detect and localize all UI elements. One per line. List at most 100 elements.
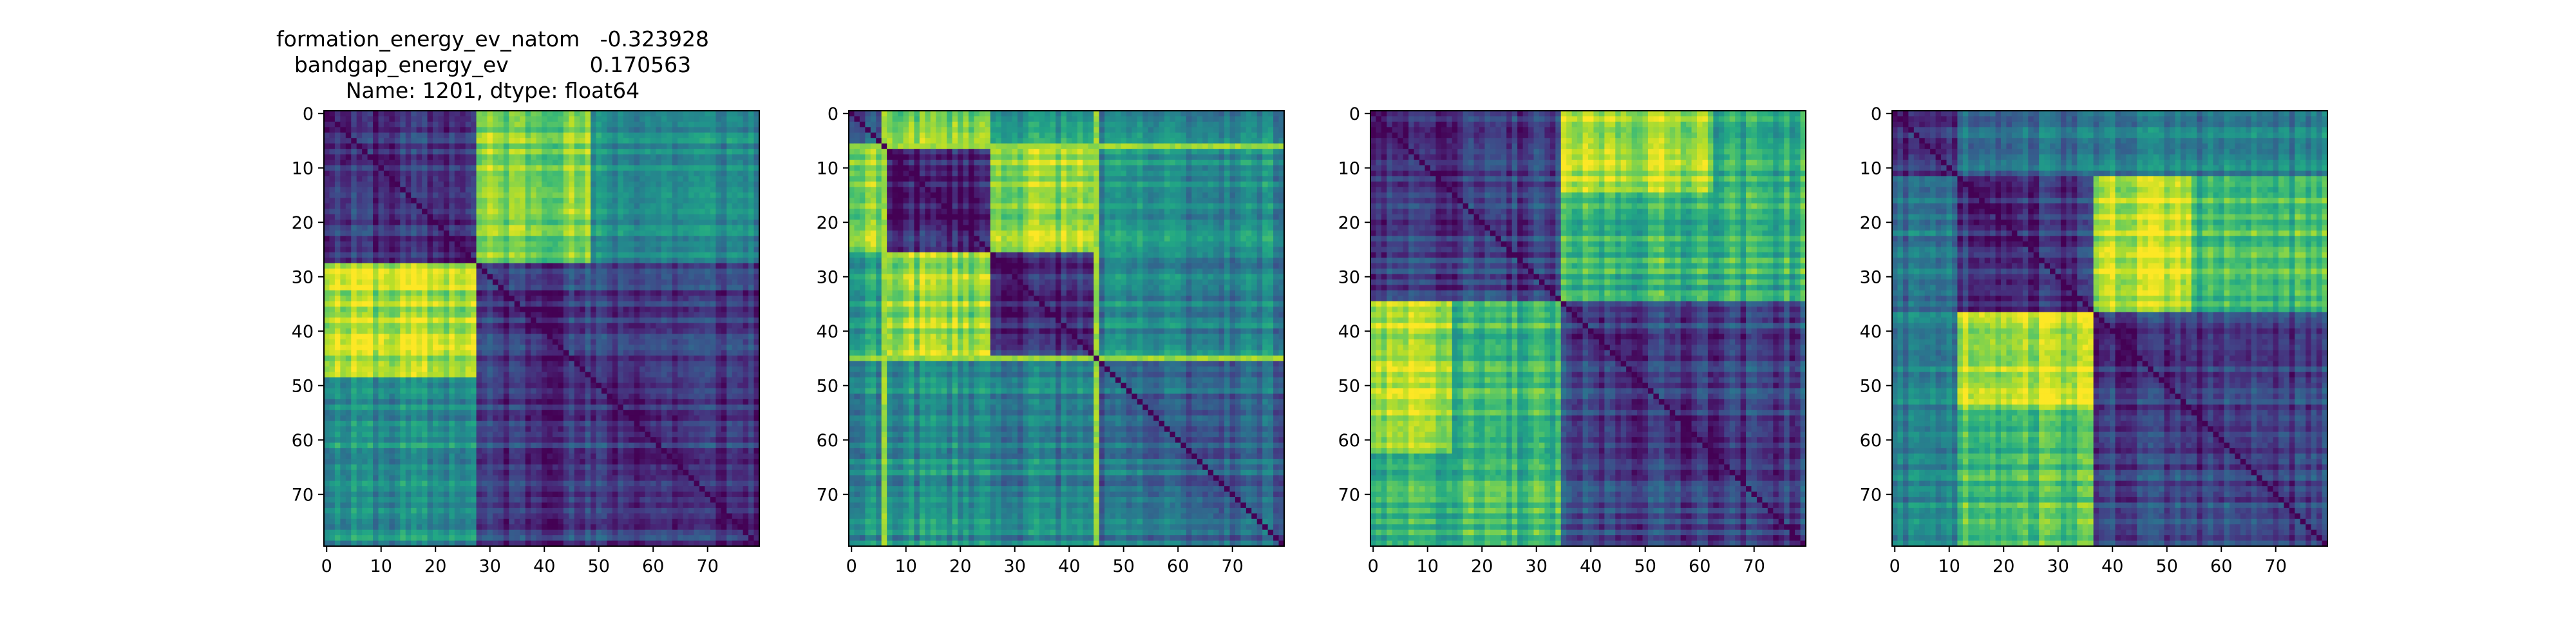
- heatmap-cell: [634, 214, 640, 220]
- heatmap-cell: [645, 187, 651, 193]
- heatmap-cell: [509, 269, 515, 275]
- heatmap-cell: [525, 355, 531, 362]
- heatmap-cell: [362, 236, 368, 242]
- heatmap-cell: [405, 339, 412, 345]
- heatmap-cell: [585, 296, 591, 302]
- heatmap-cell: [411, 165, 417, 171]
- heatmap-cell: [492, 431, 498, 438]
- heatmap-cell: [438, 383, 444, 389]
- heatmap-cell: [536, 127, 542, 133]
- heatmap-cell: [329, 258, 336, 264]
- heatmap-cell: [536, 366, 542, 373]
- heatmap-cell: [672, 170, 678, 176]
- heatmap-cell: [667, 165, 673, 171]
- heatmap-cell: [487, 176, 493, 182]
- heatmap-cell: [688, 285, 695, 291]
- heatmap-cell: [667, 377, 673, 384]
- heatmap-cell: [591, 269, 597, 275]
- heatmap-cell: [585, 263, 591, 269]
- heatmap-cell: [656, 339, 662, 345]
- heatmap-cell: [454, 127, 460, 133]
- heatmap-cell: [383, 328, 390, 335]
- heatmap-cell: [394, 339, 401, 345]
- heatmap-cell: [574, 366, 580, 373]
- heatmap-cell: [465, 312, 471, 318]
- heatmap-cell: [520, 383, 526, 389]
- heatmap-cell: [378, 279, 384, 285]
- heatmap-cell: [542, 345, 548, 351]
- heatmap-cell: [667, 366, 673, 373]
- heatmap-cell: [542, 334, 548, 340]
- heatmap-cell: [362, 431, 368, 438]
- heatmap-cell: [449, 323, 455, 329]
- heatmap-cell: [596, 328, 602, 335]
- heatmap-cell: [367, 220, 374, 226]
- heatmap-cell: [449, 252, 455, 258]
- heatmap-cell: [471, 279, 477, 285]
- heatmap-cell: [378, 214, 384, 220]
- heatmap-cell: [394, 236, 401, 242]
- heatmap-cell: [683, 263, 689, 269]
- heatmap-cell: [612, 154, 618, 160]
- heatmap-cell: [471, 121, 477, 128]
- heatmap-cell: [362, 116, 368, 122]
- heatmap-cell: [645, 225, 651, 231]
- heatmap-cell: [542, 415, 548, 422]
- heatmap-cell: [405, 160, 412, 166]
- heatmap-cell: [525, 258, 531, 264]
- heatmap-cell: [334, 176, 341, 182]
- heatmap-cell: [509, 307, 515, 313]
- heatmap-cell: [487, 372, 493, 378]
- heatmap-cell: [345, 203, 352, 209]
- heatmap-cell: [601, 334, 607, 340]
- heatmap-cell: [623, 399, 629, 405]
- heatmap-cell: [563, 176, 569, 182]
- heatmap-cell: [329, 328, 336, 335]
- heatmap-cell: [449, 366, 455, 373]
- heatmap-cell: [656, 187, 662, 193]
- heatmap-cell: [596, 154, 602, 160]
- heatmap-cell: [378, 307, 384, 313]
- heatmap-cell: [667, 116, 673, 122]
- heatmap-cell: [569, 383, 575, 389]
- heatmap-cell: [743, 366, 749, 373]
- heatmap-cell: [443, 252, 450, 258]
- heatmap-cell: [645, 170, 651, 176]
- heatmap-cell: [514, 301, 520, 307]
- heatmap-cell: [389, 431, 395, 438]
- heatmap-cell: [715, 285, 722, 291]
- heatmap-cell: [629, 296, 635, 302]
- heatmap-cell: [569, 241, 575, 247]
- heatmap-cell: [694, 203, 700, 209]
- heatmap-cell: [715, 269, 722, 275]
- heatmap-cell: [487, 220, 493, 226]
- heatmap-cell: [356, 143, 363, 149]
- heatmap-cell: [569, 247, 575, 253]
- heatmap-cell: [509, 181, 515, 187]
- heatmap-cell: [596, 225, 602, 231]
- heatmap-cell: [367, 323, 374, 329]
- heatmap-cell: [536, 296, 542, 302]
- heatmap-cell: [601, 241, 607, 247]
- heatmap-cell: [471, 241, 477, 247]
- heatmap-cell: [547, 236, 553, 242]
- heatmap-cell: [683, 241, 689, 247]
- heatmap-cell: [748, 132, 755, 138]
- heatmap-cell: [612, 345, 618, 351]
- heatmap-cell: [612, 383, 618, 389]
- heatmap-cell: [753, 160, 760, 166]
- heatmap-cell: [656, 383, 662, 389]
- heatmap-cell: [574, 241, 580, 247]
- heatmap-cell: [334, 442, 341, 449]
- heatmap-cell: [563, 301, 569, 307]
- heatmap-cell: [422, 328, 428, 335]
- heatmap-cell: [732, 426, 738, 433]
- heatmap-cell: [400, 426, 406, 433]
- heatmap-cell: [672, 181, 678, 187]
- heatmap-cell: [509, 220, 515, 226]
- heatmap-cell: [601, 225, 607, 231]
- heatmap-cell: [618, 334, 624, 340]
- heatmap-cell: [334, 279, 341, 285]
- heatmap-cell: [427, 377, 433, 384]
- heatmap-cell: [465, 209, 471, 215]
